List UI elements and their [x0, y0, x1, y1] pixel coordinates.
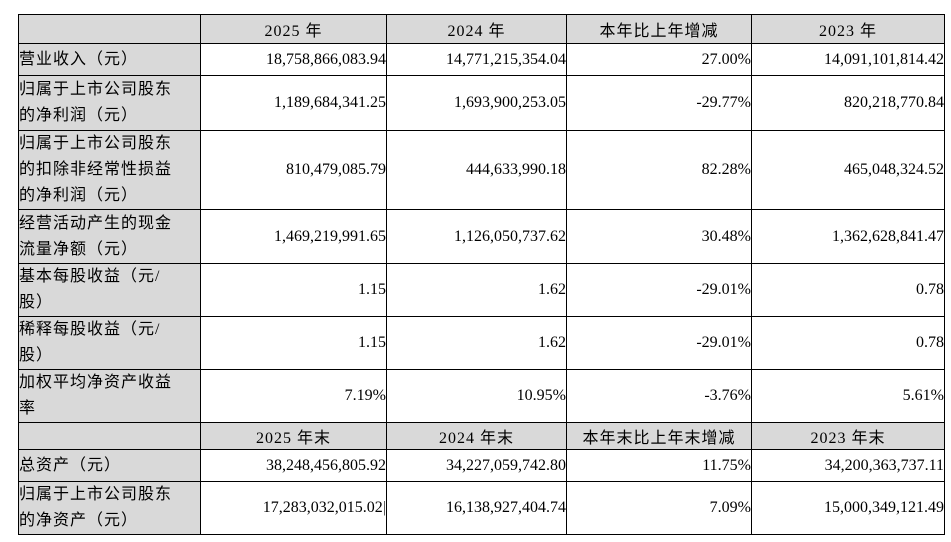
- table-row-net-assets: 归属于上市公司股东 的净资产（元） 17,283,032,015.02| 16,…: [18, 481, 945, 535]
- col-header-year-end-change: 本年末比上年末增减: [566, 422, 752, 450]
- text-cursor: |: [383, 499, 386, 516]
- cell-2024: 10.95%: [386, 369, 567, 423]
- col-header-2025: 2025 年: [200, 14, 387, 44]
- row-label: 加权平均净资产收益 率: [18, 369, 201, 423]
- cell-change: 11.75%: [566, 449, 752, 482]
- row-label: 归属于上市公司股东 的净资产（元）: [18, 481, 201, 535]
- cell-change: -29.77%: [566, 75, 752, 131]
- table-row-operating-cash-flow: 经营活动产生的现金 流量净额（元） 1,469,219,991.65 1,126…: [18, 209, 945, 264]
- table-header-row-annual: 2025 年 2024 年 本年比上年增减 2023 年: [18, 14, 945, 44]
- table-row-revenue: 营业收入（元） 18,758,866,083.94 14,771,215,354…: [18, 43, 945, 76]
- cell-2025: 810,479,085.79: [200, 130, 387, 210]
- cell-2023: 15,000,349,121.49: [751, 481, 945, 535]
- row-label: 稀释每股收益（元/ 股）: [18, 316, 201, 370]
- col-header-2024-end: 2024 年末: [386, 422, 567, 450]
- table-header-row-year-end: 2025 年末 2024 年末 本年末比上年末增减 2023 年末: [18, 422, 945, 450]
- cell-2023: 14,091,101,814.42: [751, 43, 945, 76]
- cell-2025: 1.15: [200, 316, 387, 370]
- cell-2024: 444,633,990.18: [386, 130, 567, 210]
- cell-2025: 1,469,219,991.65: [200, 209, 387, 264]
- cell-change: 7.09%: [566, 481, 752, 535]
- cell-2023: 0.78: [751, 316, 945, 370]
- cell-2024: 34,227,059,742.80: [386, 449, 567, 482]
- active-edit-cell[interactable]: 17,283,032,015.02|: [200, 481, 387, 535]
- cell-change: -29.01%: [566, 316, 752, 370]
- cell-2024: 1,126,050,737.62: [386, 209, 567, 264]
- cell-2023: 34,200,363,737.11: [751, 449, 945, 482]
- cell-change: 30.48%: [566, 209, 752, 264]
- row-label: 总资产（元）: [18, 449, 201, 482]
- table-row-diluted-eps: 稀释每股收益（元/ 股） 1.15 1.62 -29.01% 0.78: [18, 316, 945, 370]
- cell-2024: 1.62: [386, 263, 567, 317]
- cell-2025: 38,248,456,805.92: [200, 449, 387, 482]
- col-header-2023: 2023 年: [751, 14, 945, 44]
- row-label: 归属于上市公司股东 的扣除非经常性损益 的净利润（元）: [18, 130, 201, 210]
- cell-2024: 16,138,927,404.74: [386, 481, 567, 535]
- row-label: 归属于上市公司股东 的净利润（元）: [18, 75, 201, 131]
- cell-change: -29.01%: [566, 263, 752, 317]
- cell-2025: 7.19%: [200, 369, 387, 423]
- cell-change: 27.00%: [566, 43, 752, 76]
- cell-2025: 18,758,866,083.94: [200, 43, 387, 76]
- corner-cell: [18, 422, 201, 450]
- cell-2025: 1,189,684,341.25: [200, 75, 387, 131]
- cell-2023: 465,048,324.52: [751, 130, 945, 210]
- cell-change: -3.76%: [566, 369, 752, 423]
- table-row-basic-eps: 基本每股收益（元/ 股） 1.15 1.62 -29.01% 0.78: [18, 263, 945, 317]
- row-label: 基本每股收益（元/ 股）: [18, 263, 201, 317]
- col-header-2024: 2024 年: [386, 14, 567, 44]
- col-header-2023-end: 2023 年末: [751, 422, 945, 450]
- table-row-total-assets: 总资产（元） 38,248,456,805.92 34,227,059,742.…: [18, 449, 945, 482]
- table-row-weighted-avg-roe: 加权平均净资产收益 率 7.19% 10.95% -3.76% 5.61%: [18, 369, 945, 423]
- cell-2025-value: 17,283,032,015.02: [262, 499, 383, 516]
- cell-2023: 820,218,770.84: [751, 75, 945, 131]
- row-label: 营业收入（元）: [18, 43, 201, 76]
- financial-summary-table: 2025 年 2024 年 本年比上年增减 2023 年 营业收入（元） 18,…: [18, 14, 945, 535]
- col-header-yoy-change: 本年比上年增减: [566, 14, 752, 44]
- cell-2024: 14,771,215,354.04: [386, 43, 567, 76]
- cell-2024: 1,693,900,253.05: [386, 75, 567, 131]
- col-header-2025-end: 2025 年末: [200, 422, 387, 450]
- cell-2023: 5.61%: [751, 369, 945, 423]
- row-label: 经营活动产生的现金 流量净额（元）: [18, 209, 201, 264]
- cell-2023: 0.78: [751, 263, 945, 317]
- table-row-net-profit-excl-nonrecurring: 归属于上市公司股东 的扣除非经常性损益 的净利润（元） 810,479,085.…: [18, 130, 945, 210]
- table-row-net-profit: 归属于上市公司股东 的净利润（元） 1,189,684,341.25 1,693…: [18, 75, 945, 131]
- cell-2023: 1,362,628,841.47: [751, 209, 945, 264]
- cell-change: 82.28%: [566, 130, 752, 210]
- cell-2024: 1.62: [386, 316, 567, 370]
- cell-2025: 1.15: [200, 263, 387, 317]
- corner-cell: [18, 14, 201, 44]
